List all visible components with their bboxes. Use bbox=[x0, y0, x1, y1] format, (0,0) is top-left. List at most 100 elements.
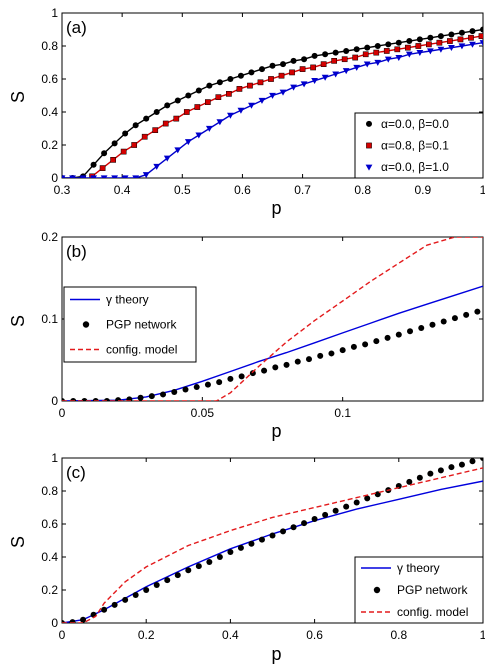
data-point bbox=[184, 139, 192, 146]
data-point bbox=[280, 528, 287, 535]
series-group bbox=[62, 237, 483, 401]
data-point bbox=[269, 62, 276, 69]
data-point bbox=[111, 175, 119, 178]
data-point bbox=[216, 79, 223, 86]
data-point bbox=[343, 47, 350, 54]
data-point bbox=[206, 82, 213, 89]
x-tick-label: 0.2 bbox=[138, 628, 155, 642]
data-point bbox=[111, 140, 118, 147]
data-point bbox=[342, 68, 350, 75]
y-tick-label: 0.4 bbox=[41, 105, 58, 119]
data-point bbox=[153, 163, 161, 170]
data-point bbox=[227, 112, 234, 119]
data-point bbox=[385, 41, 392, 48]
data-point bbox=[195, 132, 203, 139]
panel-label: (a) bbox=[66, 18, 87, 37]
data-point bbox=[185, 567, 192, 574]
data-point bbox=[174, 97, 181, 104]
y-tick-label: 0.6 bbox=[41, 72, 58, 86]
data-point bbox=[374, 43, 381, 49]
data-point bbox=[406, 38, 413, 45]
data-point bbox=[142, 172, 150, 178]
data-point bbox=[469, 28, 476, 35]
data-point bbox=[458, 29, 465, 36]
data-point bbox=[111, 601, 118, 608]
data-point bbox=[301, 520, 308, 527]
data-point bbox=[185, 92, 192, 99]
data-point bbox=[374, 59, 382, 66]
data-point bbox=[268, 76, 274, 82]
data-point bbox=[152, 127, 159, 134]
legend-label: γ theory bbox=[397, 561, 440, 575]
data-point bbox=[427, 470, 434, 477]
x-tick-label: 0.6 bbox=[234, 183, 251, 197]
data-point bbox=[195, 87, 202, 94]
data-point bbox=[331, 58, 337, 64]
legend-marker bbox=[82, 321, 90, 328]
data-point bbox=[79, 175, 87, 178]
data-point bbox=[137, 394, 144, 401]
data-point bbox=[238, 373, 245, 380]
data-point bbox=[332, 71, 340, 78]
legend: γ theory PGP network config. model bbox=[354, 556, 484, 624]
data-point bbox=[317, 352, 324, 359]
data-point bbox=[350, 343, 357, 350]
data-point bbox=[272, 364, 279, 371]
data-point bbox=[429, 321, 436, 328]
data-point bbox=[416, 36, 423, 43]
data-point bbox=[415, 43, 422, 49]
data-point bbox=[332, 49, 339, 56]
data-point bbox=[143, 115, 150, 122]
data-point bbox=[290, 524, 297, 531]
data-point bbox=[69, 175, 76, 178]
x-tick-label: 0.6 bbox=[306, 628, 323, 642]
x-tick-label: 0.1 bbox=[334, 406, 351, 420]
data-point bbox=[353, 499, 360, 506]
panel-1: 0.3 0.4 0.5 0.6 0.7 0.8 0.9 1 0 0.2 0.4 0.6 0.8 1 p S (a… bbox=[8, 6, 485, 218]
data-point bbox=[300, 81, 308, 88]
data-point bbox=[406, 478, 413, 485]
y-tick-label: 0.2 bbox=[41, 138, 58, 152]
data-point bbox=[427, 34, 434, 41]
data-point bbox=[373, 49, 380, 56]
data-point bbox=[290, 84, 297, 91]
data-point bbox=[440, 318, 447, 325]
x-tick-label: 0.7 bbox=[294, 183, 311, 197]
x-tick-label: 0.4 bbox=[114, 183, 131, 197]
y-axis-label: S bbox=[8, 315, 28, 327]
data-point bbox=[469, 41, 476, 48]
x-tick-label: 0.4 bbox=[222, 628, 239, 642]
data-point bbox=[426, 48, 434, 55]
series-line-config-model bbox=[62, 237, 483, 401]
data-point bbox=[394, 46, 401, 53]
data-point bbox=[237, 107, 245, 114]
data-point bbox=[132, 122, 139, 129]
data-point bbox=[448, 464, 455, 471]
panel-3: 0 0.2 0.4 0.6 0.8 1 0 0.2 0.4 0.6 0.8 1 p S (c) γ theor… bbox=[8, 451, 485, 664]
data-point bbox=[353, 64, 361, 71]
data-point bbox=[227, 549, 234, 556]
data-point bbox=[321, 74, 329, 81]
y-tick-label: 0 bbox=[51, 171, 58, 185]
data-point bbox=[248, 69, 255, 76]
data-point bbox=[215, 94, 222, 101]
data-point bbox=[81, 398, 88, 401]
data-point bbox=[280, 61, 287, 68]
data-point bbox=[99, 165, 106, 171]
data-point bbox=[395, 39, 402, 46]
data-point bbox=[103, 398, 110, 401]
legend-label: α=0.0, β=0.0 bbox=[381, 117, 449, 131]
data-point bbox=[405, 51, 413, 58]
x-tick-label: 0 bbox=[59, 406, 66, 420]
data-point bbox=[305, 356, 312, 363]
data-point bbox=[407, 328, 414, 335]
data-point bbox=[332, 507, 339, 514]
data-point bbox=[206, 558, 213, 565]
y-axis-label: S bbox=[8, 91, 28, 103]
x-tick-label: 1 bbox=[480, 628, 485, 642]
y-tick-label: 0.2 bbox=[41, 583, 58, 597]
plot-frame bbox=[61, 457, 484, 624]
data-point bbox=[101, 150, 108, 157]
y-tick-label: 0.4 bbox=[41, 550, 58, 564]
